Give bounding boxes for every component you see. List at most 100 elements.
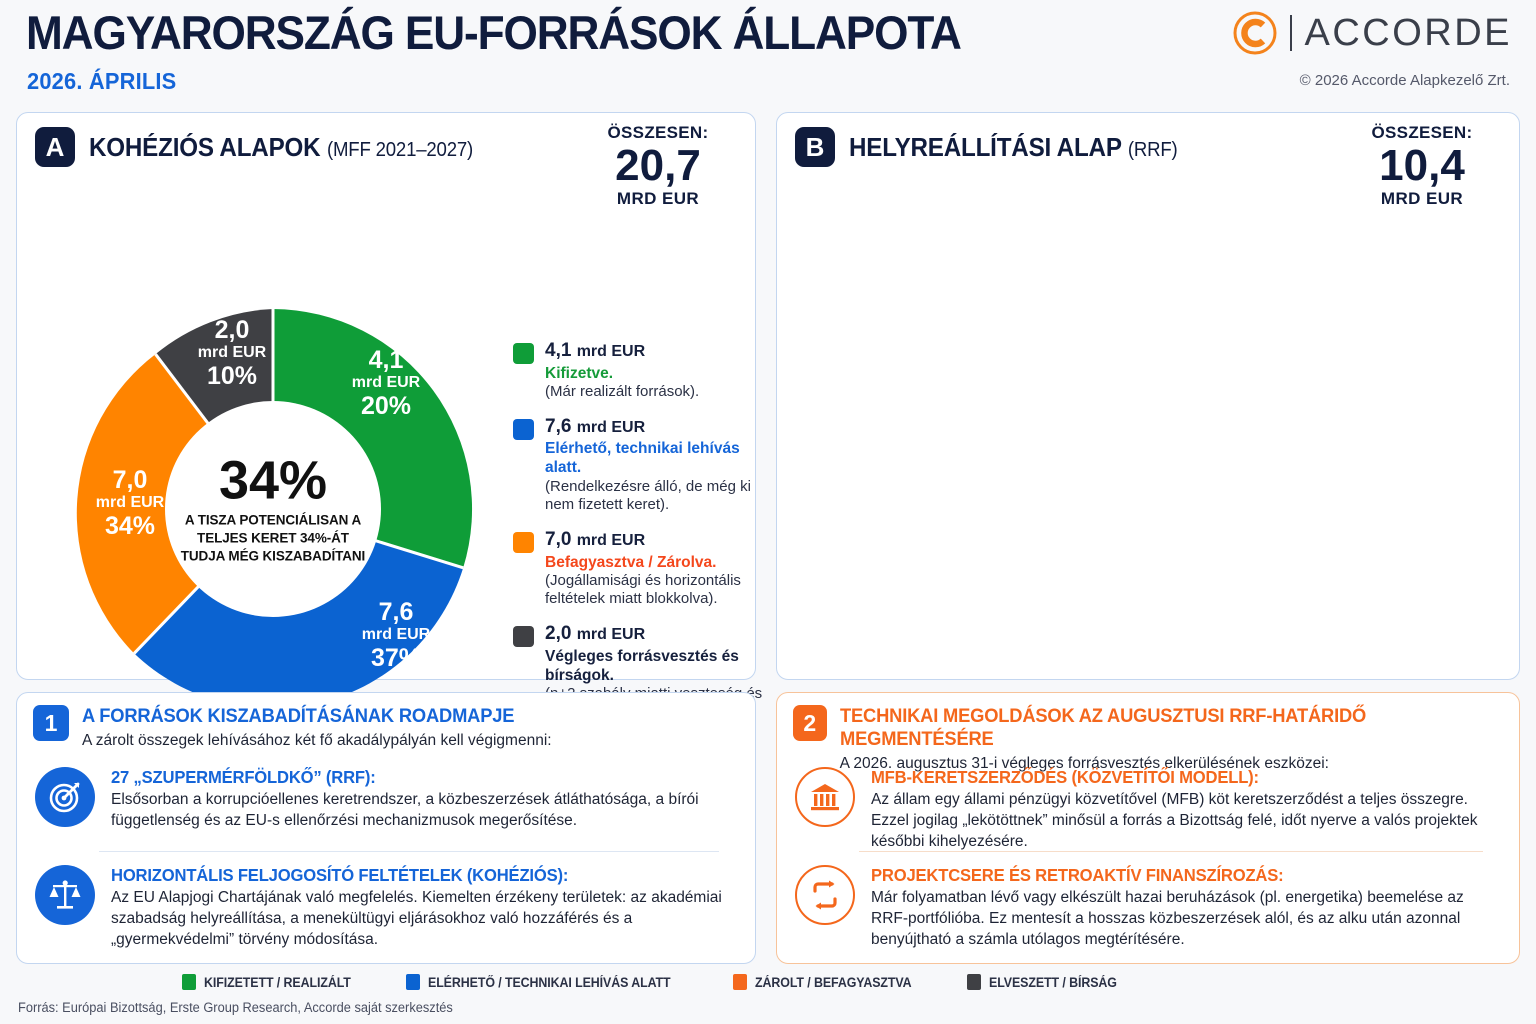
legend-amount-value: 2,0 (545, 622, 572, 644)
panel-b-total-value: 10,4 (1379, 141, 1465, 190)
footer-legend-swatch (967, 974, 982, 990)
legend-amount-unit: mrd EUR (576, 531, 646, 549)
panel-technical-solutions: 2 TECHNIKAI MEGOLDÁSOK AZ AUGUSZTUSI RRF… (776, 692, 1520, 964)
panel-a-legend: 4,1 mrd EUR Kifizetve. (Már realizált fo… (513, 339, 763, 735)
logo-divider (1290, 15, 1293, 51)
legend-amount: 7,0 mrd EUR (545, 528, 763, 553)
scales-icon (35, 865, 95, 925)
accorde-c-icon (1232, 10, 1278, 56)
panel-d-header: 2 TECHNIKAI MEGOLDÁSOK AZ AUGUSZTUSI RRF… (793, 705, 1519, 773)
panel-b-badge: B (795, 127, 835, 167)
panel-a-title-main: KOHÉZIÓS ALAPOK (89, 131, 321, 162)
panel-a-header: A KOHÉZIÓS ALAPOK (MFF 2021–2027) (35, 127, 502, 167)
page-header: MAGYARORSZÁG EU-FORRÁSOK ÁLLAPOTA 2026. … (0, 0, 1536, 104)
legend-amount: 2,0 mrd EUR (545, 622, 763, 647)
roadmap-row-horizontal: HORIZONTÁLIS FELJOGOSÍTÓ FELTÉTELEK (KOH… (35, 865, 735, 951)
panel-c-subtitle: A zárolt összegek lehívásához két fő aka… (82, 732, 552, 749)
footer-legend-label: ELVESZETT / BÍRSÁG (989, 974, 1118, 990)
panel-c-header: 1 A FORRÁSOK KISZABADÍTÁSÁNAK ROADMAPJE … (33, 705, 552, 750)
solution-row-mfb: MFB-KERETSZERZŐDÉS (KÖZVETÍTŐI MODELL): … (795, 767, 1501, 853)
page-title: MAGYARORSZÁG EU-FORRÁSOK ÁLLAPOTA (26, 6, 962, 59)
panel-c-title: A FORRÁSOK KISZABADÍTÁSÁNAK ROADMAPJE (82, 705, 515, 727)
donut-a-separators (133, 309, 464, 655)
panel-b-title-main: HELYREÁLLÍTÁSI ALAP (849, 131, 1122, 162)
footer-legend-label: ZÁROLT / BEFAGYASZTVA (755, 974, 912, 990)
panel-a-title: KOHÉZIÓS ALAPOK (MFF 2021–2027) (89, 132, 473, 163)
panel-b-header: B HELYREÁLLÍTÁSI ALAP (RRF) (795, 127, 1202, 167)
page-subtitle: 2026. ÁPRILIS (27, 68, 177, 94)
panel-a-total-value: 20,7 (615, 141, 701, 190)
panel-cohesion-funds: A KOHÉZIÓS ALAPOK (MFF 2021–2027) ÖSSZES… (16, 112, 762, 721)
panel-b-total-unit: MRD EUR (1380, 189, 1464, 208)
legend-amount-value: 4,1 (545, 340, 572, 361)
footer-legend-label: ELÉRHETŐ / TECHNIKAI LEHÍVÁS ALATT (427, 974, 671, 990)
panel-b-title: HELYREÁLLÍTÁSI ALAP (RRF) (849, 132, 1178, 163)
panel-c-divider (99, 851, 719, 852)
solution-title-mfb: MFB-KERETSZERZŐDÉS (KÖZVETÍTŐI MODELL): (871, 767, 1259, 787)
legend-amount-unit: mrd EUR (576, 343, 646, 360)
legend-swatch (513, 625, 534, 647)
footer-legend-label: KIFIZETETT / REALIZÁLT (204, 974, 351, 990)
footer-legend-item: ELVESZETT / BÍRSÁG (967, 974, 1128, 990)
footer-legend-swatch (405, 974, 420, 990)
panel-a-title-sub: (MFF 2021–2027) (326, 138, 474, 161)
legend-desc: Befagyasztva / Zárolva. (545, 553, 717, 571)
roadmap-title-milestones: 27 „SZUPERMÉRFÖLDKŐ” (RRF): (111, 767, 376, 787)
swap-icon (795, 865, 855, 925)
footer-legend-item: ZÁROLT / BEFAGYASZTVA (733, 974, 925, 990)
panel-b-total: ÖSSZESEN: 10,4 MRD EUR (1347, 123, 1497, 209)
panel-recovery-fund: B HELYREÁLLÍTÁSI ALAP (RRF) ÖSSZESEN: 10… (776, 112, 1520, 680)
legend-desc: Kifizetve. (545, 364, 614, 382)
legend-note: (Rendelkezésre álló, de még ki nem fizet… (545, 477, 751, 514)
bank-icon (795, 767, 855, 827)
legend-note: (Már realizált források). (545, 382, 700, 400)
legend-amount-value: 7,0 (545, 528, 572, 550)
legend-amount-unit: mrd EUR (576, 418, 646, 436)
footer-legend-swatch (182, 974, 196, 990)
roadmap-body-milestones: Elsősorban a korrupcióellenes keretrends… (111, 791, 699, 829)
solution-body-mfb: Az állam egy állami pénzügyi közvetítőve… (871, 791, 1478, 850)
legend-amount-value: 7,6 (545, 415, 572, 437)
panel-b-title-sub: (RRF) (1127, 138, 1178, 161)
roadmap-title-horizontal: HORIZONTÁLIS FELJOGOSÍTÓ FELTÉTELEK (KOH… (111, 865, 569, 885)
copyright-text: © 2026 Accorde Alapkezelő Zrt. (1299, 72, 1510, 89)
legend-swatch (513, 343, 534, 364)
panel-roadmap: 1 A FORRÁSOK KISZABADÍTÁSÁNAK ROADMAPJE … (16, 692, 756, 964)
footer-legend: KIFIZETETT / REALIZÁLT ELÉRHETŐ / TECHNI… (0, 974, 1536, 990)
legend-amount: 4,1 mrd EUR (545, 339, 763, 364)
solution-row-swap: PROJEKTCSERE ÉS RETROAKTÍV FINANSZÍROZÁS… (795, 865, 1501, 951)
donut-a-svg (76, 309, 473, 709)
footer-legend-swatch (733, 974, 748, 990)
source-note: Forrás: Európai Bizottság, Erste Group R… (18, 1000, 453, 1015)
legend-item[interactable]: 7,6 mrd EUR Elérhető, technikai lehívás … (513, 415, 763, 515)
panel-a-total-label: ÖSSZESEN: (607, 123, 709, 142)
footer-legend-item: KIFIZETETT / REALIZÁLT (182, 974, 364, 990)
legend-swatch (513, 531, 534, 553)
panel-d-title: TECHNIKAI MEGOLDÁSOK AZ AUGUSZTUSI RRF-H… (839, 705, 1366, 750)
legend-desc: Végleges forrásvesztés és bírságok. (545, 647, 739, 684)
brand-name: ACCORDE (1304, 11, 1512, 54)
panel-d-divider (859, 851, 1483, 852)
roadmap-body-horizontal: Az EU Alapjogi Chartájának való megfelel… (111, 889, 722, 948)
panel-c-badge: 1 (33, 705, 69, 741)
legend-item[interactable]: 7,0 mrd EUR Befagyasztva / Zárolva. (Jog… (513, 528, 763, 609)
solution-body-swap: Már folyamatban lévő vagy elkészült haza… (871, 889, 1464, 948)
panel-a-total-unit: MRD EUR (616, 189, 700, 208)
panel-b-total-label: ÖSSZESEN: (1371, 123, 1473, 142)
accorde-logo: ACCORDE (1232, 10, 1512, 56)
panel-d-badge: 2 (793, 705, 827, 741)
solution-title-swap: PROJEKTCSERE ÉS RETROAKTÍV FINANSZÍROZÁS… (871, 865, 1284, 885)
panel-d-subtitle: A 2026. augusztus 31-i végleges forrásve… (839, 755, 1329, 772)
roadmap-row-milestones: 27 „SZUPERMÉRFÖLDKŐ” (RRF): Elsősorban a… (35, 767, 735, 832)
legend-item[interactable]: 4,1 mrd EUR Kifizetve. (Már realizált fo… (513, 339, 763, 402)
target-icon (35, 767, 95, 827)
panel-a-total: ÖSSZESEN: 20,7 MRD EUR (583, 123, 733, 209)
legend-amount: 7,6 mrd EUR (545, 415, 763, 440)
footer-legend-item: ELÉRHETŐ / TECHNIKAI LEHÍVÁS ALATT (405, 974, 692, 990)
legend-swatch (513, 418, 534, 440)
legend-desc: Elérhető, technikai lehívás alatt. (545, 440, 740, 477)
legend-note: (Jogállamisági és horizontális feltétele… (545, 571, 741, 608)
donut-chart-cohesion: 4,1 mrd EUR 20% 7,6 mrd EUR 37% 7,0 mrd … (53, 289, 493, 729)
legend-amount-unit: mrd EUR (576, 625, 646, 643)
